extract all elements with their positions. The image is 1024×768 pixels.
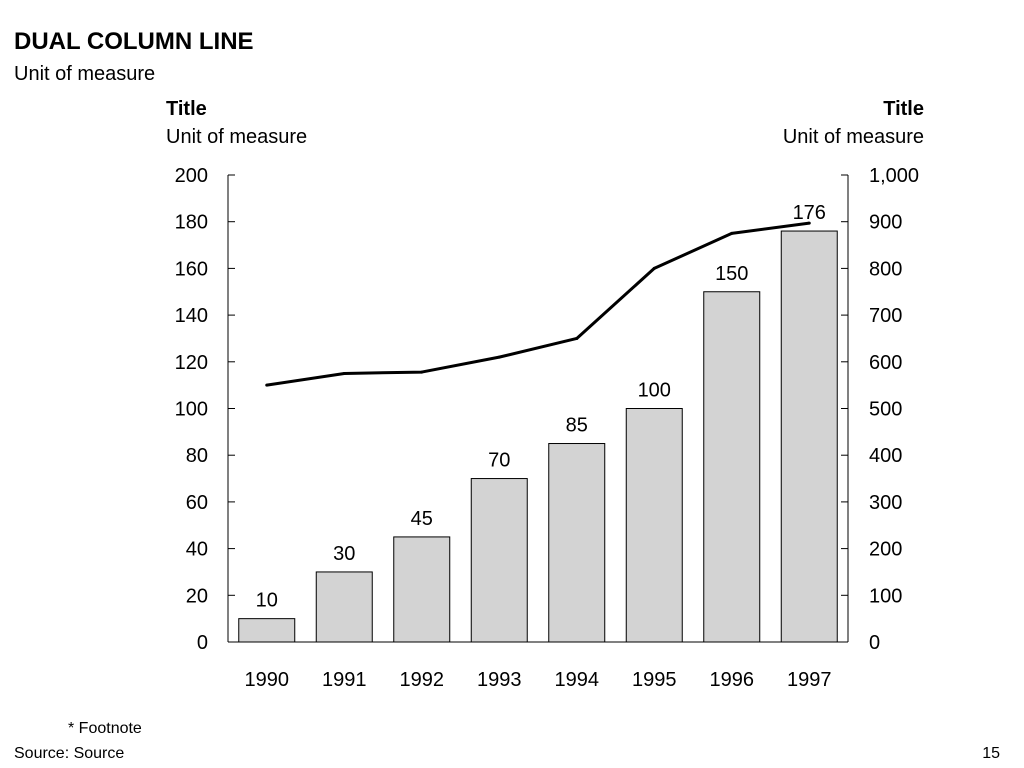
right-axis-tick-label: 900 — [869, 212, 902, 234]
right-axis-unit: Unit of measure — [782, 126, 924, 148]
line-series — [266, 221, 810, 387]
category-label: 1995 — [632, 669, 677, 691]
right-axis-tick-label: 500 — [869, 399, 902, 421]
category-label: 1990 — [245, 669, 290, 691]
left-axis-tick-label: 60 — [186, 492, 208, 514]
left-axis-tick-label: 40 — [186, 539, 208, 561]
left-axis-title: Title — [166, 98, 207, 120]
left-axis-tick-label: 100 — [175, 399, 208, 421]
right-axis-tick-label: 0 — [869, 632, 880, 654]
line-point — [730, 231, 734, 235]
category-label: 1993 — [477, 669, 522, 691]
bar-data-label: 150 — [715, 263, 748, 285]
right-axis-tick-label: 700 — [869, 305, 902, 327]
right-axis-tick-label: 200 — [869, 539, 902, 561]
bar — [315, 571, 373, 643]
line-point — [497, 355, 501, 359]
bar-data-label: 30 — [333, 543, 355, 565]
category-label: 1996 — [710, 669, 755, 691]
left-axis-tick-label: 20 — [186, 585, 208, 607]
slide-title: DUAL COLUMN LINE — [14, 28, 254, 55]
category-label: 1997 — [787, 669, 832, 691]
category-label: 1992 — [400, 669, 445, 691]
line-point — [265, 383, 269, 387]
source-note: Source: Source — [14, 745, 125, 762]
bar — [703, 291, 761, 643]
line-point — [575, 336, 579, 340]
bar-data-label: 45 — [411, 508, 433, 530]
bar — [393, 536, 451, 643]
left-axis-tick-label: 180 — [175, 212, 208, 234]
line-point — [807, 221, 811, 225]
left-axis-tick-label: 160 — [175, 258, 208, 280]
line-point — [342, 371, 346, 375]
left-axis-tick-label: 80 — [186, 445, 208, 467]
bar-data-label: 100 — [638, 380, 671, 402]
left-axis-tick-label: 140 — [175, 305, 208, 327]
left-axis-unit: Unit of measure — [166, 126, 308, 148]
left-axis-header: Title Unit of measure — [166, 95, 307, 151]
right-axis-tick-label: 600 — [869, 352, 902, 374]
bar — [625, 408, 683, 643]
right-axis-tick-label: 100 — [869, 585, 902, 607]
slide-subtitle: Unit of measure — [14, 63, 156, 85]
right-axis-title: Title — [883, 98, 924, 120]
line-point — [652, 266, 656, 270]
bar — [238, 618, 296, 643]
bar-data-label: 10 — [256, 590, 278, 612]
bar — [780, 230, 838, 643]
bar — [470, 478, 528, 643]
bar — [548, 443, 606, 643]
bar-data-label: 70 — [488, 450, 510, 472]
left-axis-tick-label: 120 — [175, 352, 208, 374]
bar-data-label: 85 — [566, 415, 588, 437]
right-axis-tick-label: 300 — [869, 492, 902, 514]
right-axis-tick-label: 800 — [869, 258, 902, 280]
line-point — [420, 370, 424, 374]
category-label: 1994 — [555, 669, 600, 691]
right-axis-tick-label: 400 — [869, 445, 902, 467]
right-axis-tick-label: 1,000 — [869, 165, 919, 187]
right-axis-header: Title Unit of measure — [783, 95, 924, 151]
footnote: * Footnote — [68, 720, 142, 737]
left-axis-tick-label: 200 — [175, 165, 208, 187]
page-number: 15 — [982, 745, 1000, 762]
left-axis-tick-label: 0 — [197, 632, 208, 654]
category-label: 1991 — [322, 669, 367, 691]
bar-data-label: 176 — [793, 202, 826, 224]
